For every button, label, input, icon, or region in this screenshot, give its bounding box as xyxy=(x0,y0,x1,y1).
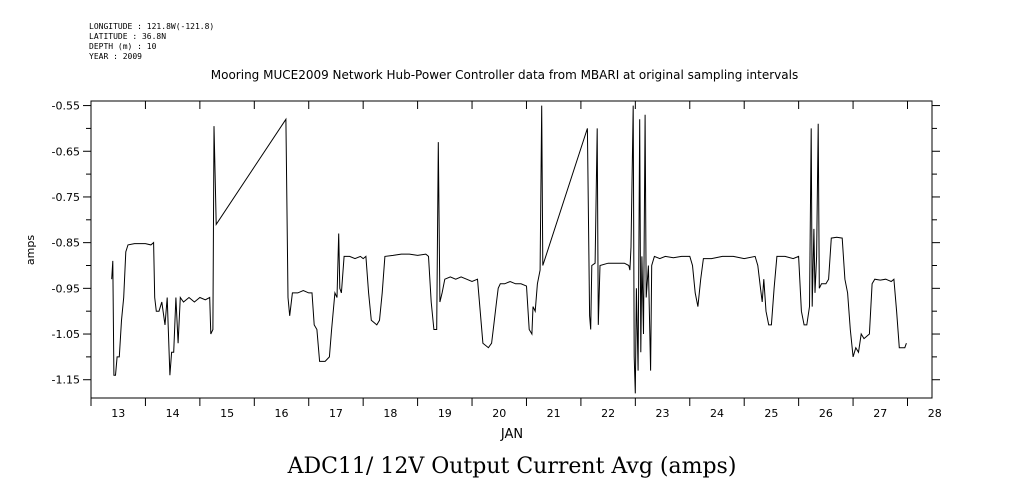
x-tick-label: 13 xyxy=(111,407,125,420)
x-tick-label: 20 xyxy=(492,407,506,420)
x-axis: 13 14 15 16 17 18 19 20 21 22 23 24 25 26 27 28 xyxy=(90,101,942,420)
depth-text: DEPTH (m) : 10 xyxy=(89,42,157,51)
latitude-text: LATITUDE : 36.8N xyxy=(89,32,167,41)
x-tick-label: 15 xyxy=(220,407,234,420)
y-tick-label: -1.15 xyxy=(52,374,80,387)
y-tick-label: -0.55 xyxy=(52,100,80,113)
metadata-block: LONGITUDE : 121.8W(-121.8) LATITUDE : 36… xyxy=(89,22,214,62)
variable-title: ADC11/ 12V Output Current Avg (amps) xyxy=(287,454,737,479)
x-tick-label: 22 xyxy=(601,407,615,420)
x-tick-label: 21 xyxy=(547,407,561,420)
x-tick-label: 16 xyxy=(275,407,289,420)
x-tick-label: 26 xyxy=(819,407,833,420)
year-text: YEAR : 2009 xyxy=(89,52,142,61)
y-axis-label: amps xyxy=(24,235,37,265)
x-tick-label: 17 xyxy=(329,407,343,420)
longitude-text: LONGITUDE : 121.8W(-121.8) xyxy=(89,22,215,31)
x-tick-label: 24 xyxy=(710,407,724,420)
x-tick-label: 28 xyxy=(928,407,942,420)
x-tick-label: 18 xyxy=(383,407,397,420)
x-tick-label: 19 xyxy=(438,407,452,420)
y-tick-label: -0.65 xyxy=(52,145,80,158)
line-chart: 13 14 15 16 17 18 19 20 21 22 23 24 25 26 27 28 -0.55-0… xyxy=(24,100,942,442)
x-tick-label: 14 xyxy=(166,407,180,420)
x-tick-label: 23 xyxy=(656,407,670,420)
x-tick-label: 27 xyxy=(873,407,887,420)
y-tick-label: -0.95 xyxy=(52,282,80,295)
y-tick-label: -0.75 xyxy=(52,191,80,204)
plot-title: Mooring MUCE2009 Network Hub-Power Contr… xyxy=(210,68,799,82)
y-tick-label: -0.85 xyxy=(52,237,80,250)
series-line xyxy=(111,105,907,394)
plot-frame xyxy=(90,100,933,399)
x-tick-label: 25 xyxy=(764,407,778,420)
y-axis: -0.55 -0.65 -0.75 -0.85 -0.95 -1.05 -1.15 xyxy=(52,100,940,387)
y-tick-label: -1.05 xyxy=(52,328,80,341)
x-axis-label: JAN xyxy=(500,427,523,442)
